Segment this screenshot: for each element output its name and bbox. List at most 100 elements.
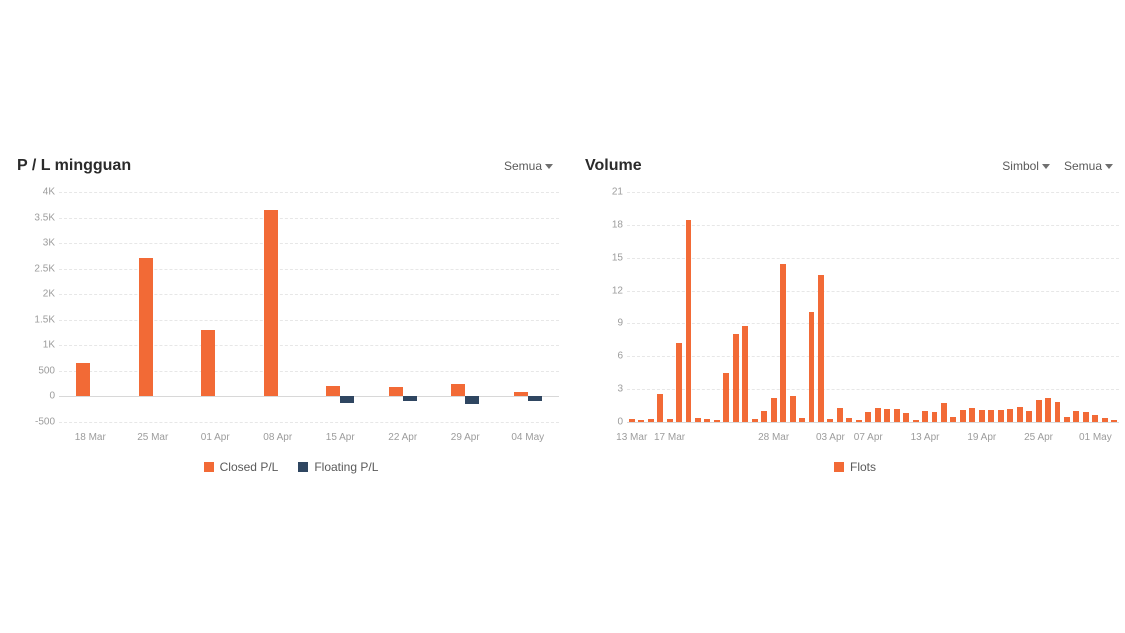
y-tick-label: -500: [35, 417, 55, 428]
x-tick-label: 18 Mar: [75, 432, 106, 443]
x-tick-label: 08 Apr: [263, 432, 292, 443]
x-tick-label: 29 Apr: [451, 432, 480, 443]
x-tick-label: 04 May: [511, 432, 544, 443]
legend-swatch: [298, 462, 308, 472]
x-tick-label: 03 Apr: [816, 432, 845, 443]
grid-line: [59, 345, 559, 346]
bar: [846, 418, 852, 422]
grid-line: [627, 389, 1119, 390]
bar: [638, 420, 644, 422]
bar: [818, 275, 824, 422]
bar: [1045, 398, 1051, 422]
y-tick-label: 15: [612, 252, 623, 263]
filter-all-dropdown[interactable]: Semua: [1064, 159, 1113, 173]
bar: [903, 413, 909, 422]
grid-line: [627, 323, 1119, 324]
bar: [894, 409, 900, 422]
bar: [913, 420, 919, 422]
bar: [922, 411, 928, 422]
x-tick-label: 15 Apr: [326, 432, 355, 443]
bar: [403, 396, 417, 400]
bar: [733, 334, 739, 422]
y-tick-label: 12: [612, 285, 623, 296]
bar: [451, 384, 465, 397]
filter-all-dropdown[interactable]: Semua: [504, 159, 553, 173]
bar: [1111, 420, 1117, 422]
chevron-down-icon: [1105, 164, 1113, 169]
bar: [340, 396, 354, 402]
bar: [514, 392, 528, 396]
grid-line: [627, 422, 1119, 423]
x-tick-label: 19 Apr: [967, 432, 996, 443]
weekly-pl-panel: P / L mingguan Semua 4K3.5K3K2.5K2K1.5K1…: [0, 148, 565, 474]
y-tick-label: 9: [617, 318, 623, 329]
grid-line: [627, 356, 1119, 357]
bar: [884, 409, 890, 422]
bar: [264, 210, 278, 397]
y-tick-label: 3: [617, 384, 623, 395]
legend-swatch: [834, 462, 844, 472]
bar: [1102, 418, 1108, 422]
grid-line: [59, 422, 559, 423]
panel-header: Volume Simbol Semua: [585, 148, 1125, 184]
bar: [326, 386, 340, 396]
y-tick-label: 1K: [43, 340, 55, 351]
bar: [629, 419, 635, 422]
x-tick-label: 13 Mar: [616, 432, 647, 443]
x-tick-label: 17 Mar: [654, 432, 685, 443]
chevron-down-icon: [545, 164, 553, 169]
y-tick-label: 6: [617, 351, 623, 362]
x-tick-label: 22 Apr: [388, 432, 417, 443]
grid-line: [627, 291, 1119, 292]
bar: [790, 396, 796, 422]
legend-swatch: [204, 462, 214, 472]
grid-line: [627, 192, 1119, 193]
bar: [799, 418, 805, 422]
bar: [761, 411, 767, 422]
x-tick-label: 13 Apr: [911, 432, 940, 443]
weekly-pl-legend: Closed P/L Floating P/L: [17, 460, 565, 474]
bar: [465, 396, 479, 403]
bar: [837, 408, 843, 422]
bar: [139, 258, 153, 396]
legend-item: Floating P/L: [298, 460, 378, 474]
y-tick-label: 18: [612, 219, 623, 230]
bar: [1026, 411, 1032, 422]
grid-line: [59, 396, 559, 397]
volume-filters: Simbol Semua: [1002, 159, 1125, 173]
bar: [1007, 409, 1013, 422]
legend-item: Closed P/L: [204, 460, 279, 474]
bar: [676, 343, 682, 422]
x-tick-label: 07 Apr: [854, 432, 883, 443]
bar: [969, 408, 975, 422]
bar: [771, 398, 777, 422]
volume-panel: Volume Simbol Semua 211815129630 13 Mar1…: [565, 148, 1125, 474]
grid-line: [59, 320, 559, 321]
bar: [865, 412, 871, 422]
volume-chart: 211815129630 13 Mar17 Mar28 Mar03 Apr07 …: [585, 192, 1125, 452]
y-tick-label: 4K: [43, 187, 55, 198]
weekly-pl-filters: Semua: [504, 159, 565, 173]
x-tick-label: 28 Mar: [758, 432, 789, 443]
bar: [528, 396, 542, 401]
bar: [752, 419, 758, 422]
bar: [950, 417, 956, 422]
weekly-pl-title: P / L mingguan: [17, 157, 131, 175]
y-tick-label: 3K: [43, 238, 55, 249]
bar: [1083, 412, 1089, 422]
bar: [998, 410, 1004, 422]
charts-row: P / L mingguan Semua 4K3.5K3K2.5K2K1.5K1…: [0, 148, 1125, 474]
bar: [780, 264, 786, 422]
bar: [648, 419, 654, 422]
y-tick-label: 3.5K: [34, 212, 55, 223]
dropdown-label: Semua: [1064, 159, 1102, 173]
chevron-down-icon: [1042, 164, 1050, 169]
bar: [1055, 402, 1061, 422]
bar: [1036, 400, 1042, 422]
bar: [1064, 417, 1070, 422]
volume-title: Volume: [585, 157, 642, 175]
bar: [723, 373, 729, 422]
bar: [941, 403, 947, 422]
filter-symbol-dropdown[interactable]: Simbol: [1002, 159, 1050, 173]
grid-line: [59, 218, 559, 219]
